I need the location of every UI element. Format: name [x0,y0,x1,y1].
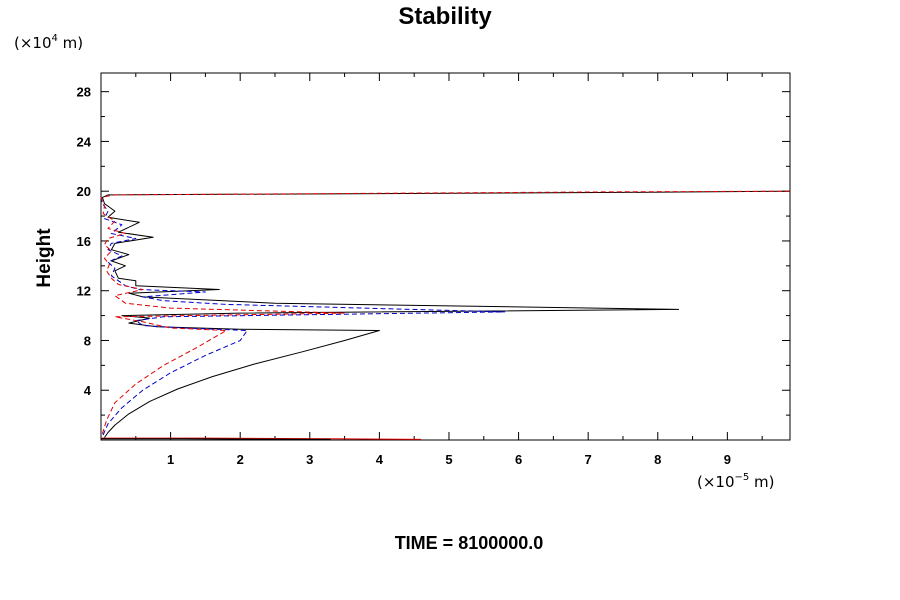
plot-frame [100,72,791,441]
series-line-1 [101,190,791,438]
y-tick-label-28: 28 [77,85,91,100]
chart-title: Stability [398,3,492,30]
x-tick-label-1: 1 [167,452,174,467]
y-tick-label-4: 4 [84,383,92,398]
x-unit-base: (×10 [697,473,735,491]
y-unit-exponent: 4 [52,33,58,44]
x-tick-label-9: 9 [724,452,731,467]
y-unit-label: (×104 m) [14,33,83,52]
x-unit-label: (×10−5 m) [697,472,775,491]
x-tick-label-2: 2 [237,452,244,467]
y-tick-label-8: 8 [84,333,91,348]
y-unit-base: (×10 [14,34,52,52]
x-unit-tail: m) [749,473,774,491]
series-line-5 [101,438,331,440]
x-tick-label-4: 4 [376,452,384,467]
y-tick-label-16: 16 [77,234,91,249]
y-axis-title: Height [34,228,55,288]
x-tick-label-6: 6 [515,452,522,467]
y-tick-label-20: 20 [77,184,91,199]
y-unit-tail: m) [58,34,83,52]
series-line-2 [100,197,506,436]
x-tick-label-7: 7 [585,452,592,467]
x-tick-label-3: 3 [306,452,313,467]
y-tick-label-12: 12 [77,284,91,299]
x-unit-exponent: −5 [735,472,750,483]
series-line-3 [100,190,791,434]
x-tick-label-5: 5 [445,452,452,467]
y-tick-label-24: 24 [77,134,92,149]
series-layer [100,190,791,440]
time-footer: TIME = 8100000.0 [395,533,544,553]
x-tick-label-8: 8 [654,452,661,467]
series-line-4 [101,437,422,440]
